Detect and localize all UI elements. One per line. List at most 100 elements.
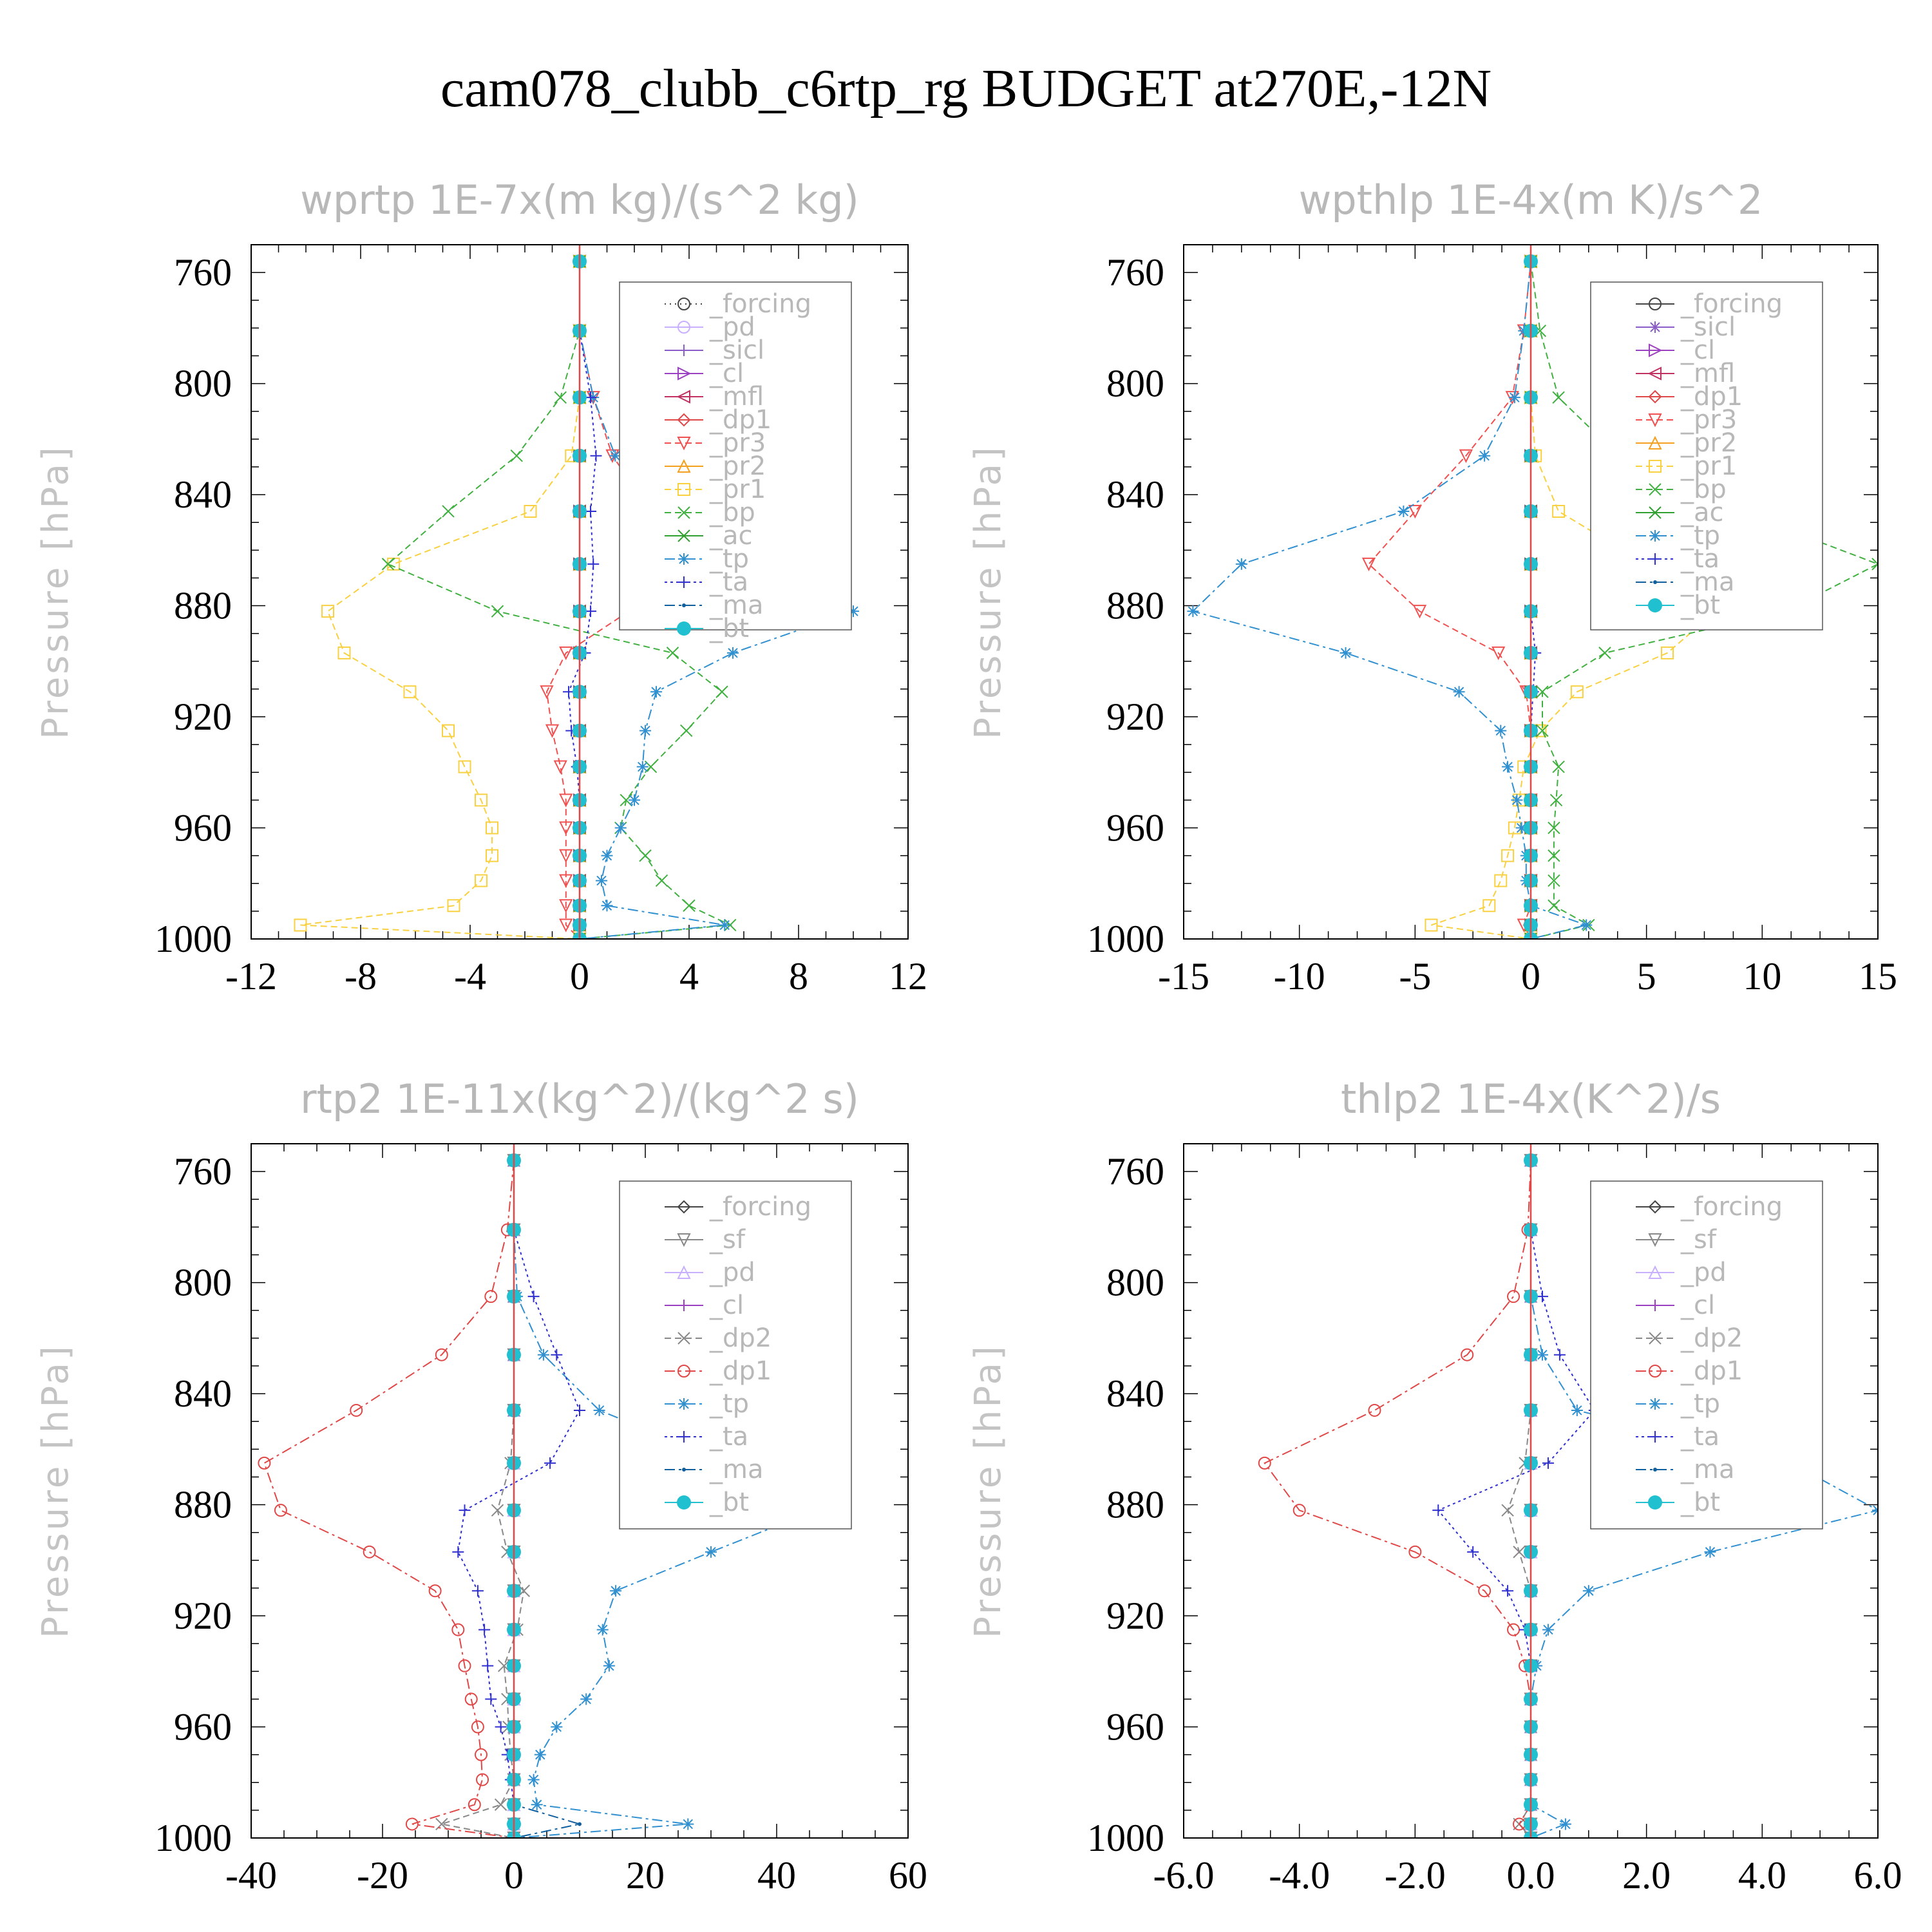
data-point <box>1661 646 1674 659</box>
legend-label: _dp2 <box>709 1323 772 1353</box>
y-tick-label: 840 <box>174 1372 232 1415</box>
data-point <box>596 1624 609 1636</box>
y-tick-label: 840 <box>174 473 232 516</box>
data-point <box>1542 1624 1554 1636</box>
data-point <box>452 1546 464 1558</box>
data-point <box>475 1748 488 1761</box>
data-point <box>553 760 567 774</box>
data-point <box>527 1291 540 1303</box>
data-point <box>491 605 504 618</box>
y-tick-label: 880 <box>1106 1484 1164 1526</box>
legend-label: _tp <box>1680 1389 1720 1419</box>
data-point <box>495 1721 507 1733</box>
series-group <box>258 1153 822 1838</box>
legend-label: _ta <box>709 567 748 597</box>
data-point <box>482 1660 494 1672</box>
legend-label: _bt <box>1680 1488 1720 1517</box>
y-tick-label: 840 <box>1106 1372 1164 1415</box>
legend-marker <box>677 437 691 451</box>
legend-label: _pd <box>1680 1258 1727 1287</box>
series-line-ta <box>1437 1160 1596 1838</box>
data-point <box>614 822 627 834</box>
panel-title: wprtp 1E-7x(m kg)/(s^2 kg) <box>300 176 859 223</box>
data-point <box>1548 874 1560 887</box>
x-tick-label: -8 <box>345 955 377 998</box>
data-point <box>1453 686 1465 698</box>
panel-title: rtp2 1E-11x(kg^2)/(kg^2 s) <box>300 1075 859 1122</box>
data-point <box>1552 391 1565 404</box>
legend-box <box>619 281 852 630</box>
x-tick-label: 6.0 <box>1854 1854 1902 1897</box>
data-point <box>587 558 600 570</box>
data-point <box>1235 558 1247 570</box>
legend-marker <box>678 345 690 356</box>
series-line-pr1 <box>300 261 580 939</box>
series-line-ta <box>567 261 597 939</box>
data-point <box>1704 1546 1716 1558</box>
data-point <box>1536 1349 1548 1361</box>
data-point <box>629 794 640 806</box>
data-point <box>387 557 400 571</box>
legend-label: _forcing <box>709 289 811 319</box>
data-point <box>1502 761 1514 773</box>
legend-label: _mfl <box>709 382 764 412</box>
data-point <box>1412 605 1427 619</box>
data-point <box>1187 605 1199 618</box>
data-point <box>464 1692 478 1706</box>
y-tick-label: 920 <box>174 696 232 738</box>
data-point <box>848 605 859 618</box>
legend: _forcing_pd_sicl_cl_mfl_dp1_pr3_pr2_pr1_… <box>619 281 852 643</box>
data-point <box>510 450 523 462</box>
data-point <box>1536 685 1549 698</box>
y-tick-label: 840 <box>1106 473 1164 516</box>
legend-label: _pr2 <box>709 451 766 481</box>
data-point <box>1570 685 1584 699</box>
legend-marker <box>678 1300 690 1311</box>
legend-marker <box>677 1332 690 1345</box>
y-tick-label: 800 <box>174 1262 232 1304</box>
x-tick-label: 0 <box>570 955 589 998</box>
data-point <box>715 685 728 698</box>
legend-marker <box>1649 1332 1662 1345</box>
data-point <box>666 647 679 659</box>
data-point <box>1361 557 1376 572</box>
y-axis-label: Pressure [hPa] <box>35 444 77 739</box>
data-point <box>475 874 488 887</box>
x-tick-label: 60 <box>889 1854 927 1897</box>
legend-label: _cl <box>709 1291 744 1320</box>
data-point <box>405 1817 419 1831</box>
data-point <box>1408 504 1422 519</box>
data-point <box>1515 822 1528 834</box>
data-point <box>639 849 652 862</box>
data-point <box>428 1584 442 1598</box>
plot-frame <box>251 1143 909 1839</box>
y-axis-label: Pressure [hPa] <box>35 1343 77 1638</box>
data-point <box>1408 1545 1422 1558</box>
data-point <box>1467 1546 1479 1558</box>
y-tick-label: 920 <box>174 1595 232 1637</box>
legend-label: _pr3 <box>709 428 766 458</box>
data-point <box>294 918 307 932</box>
data-point <box>435 1817 448 1831</box>
series-line-bp <box>386 261 733 939</box>
plot-frame <box>1183 244 1879 940</box>
data-point <box>580 1693 592 1705</box>
data-point <box>1536 1291 1548 1303</box>
legend-label: _forcing <box>1680 1192 1783 1222</box>
x-tick-label: 5 <box>1637 955 1656 998</box>
data-point <box>531 1799 543 1811</box>
legend-label: _mfl <box>1680 359 1735 388</box>
y-tick-label: 920 <box>1106 696 1164 738</box>
data-point <box>727 647 739 659</box>
data-point <box>1552 760 1565 773</box>
data-point <box>545 724 560 738</box>
panel-3: rtp2 1E-11x(kg^2)/(kg^2 s) Pressure [hPa]… <box>35 1075 927 1897</box>
x-tick-label: -5 <box>1399 955 1431 998</box>
y-tick-label: 760 <box>1106 1150 1164 1193</box>
data-point <box>682 1818 694 1830</box>
data-point <box>403 685 417 699</box>
legend-label: _tp <box>709 544 749 574</box>
legend-marker <box>1649 343 1663 357</box>
legend-marker <box>1649 298 1662 310</box>
legend-marker <box>1647 366 1662 381</box>
